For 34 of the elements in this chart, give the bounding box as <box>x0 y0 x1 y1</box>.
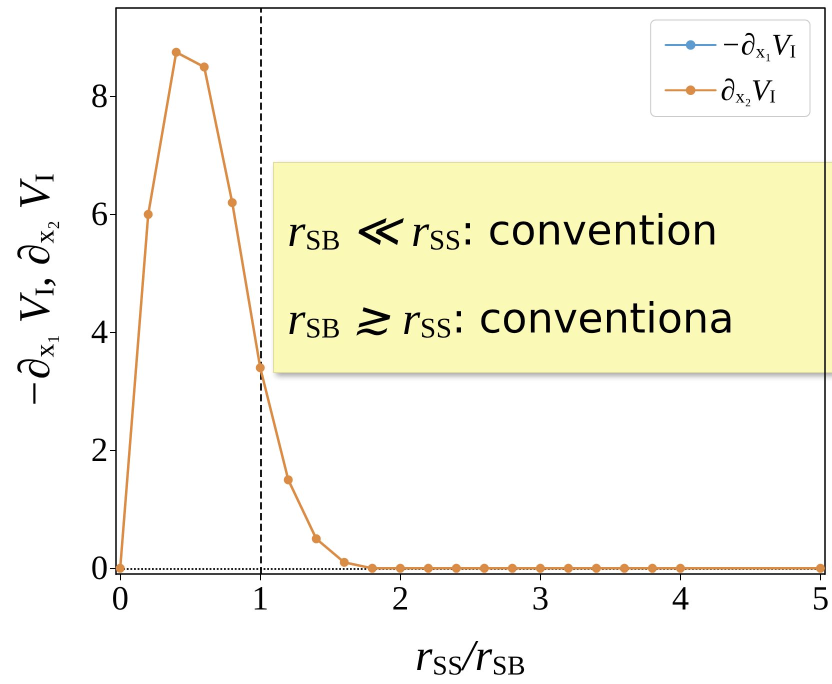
y-tick-label: 2 <box>91 432 108 469</box>
point <box>592 564 601 573</box>
point <box>480 564 489 573</box>
point <box>368 564 377 573</box>
point <box>256 363 265 372</box>
point <box>396 564 405 573</box>
point <box>508 564 517 573</box>
x-tick-label: 4 <box>672 580 689 618</box>
x-tick-label: 3 <box>532 580 549 618</box>
point <box>424 564 433 573</box>
y-tick-label: 6 <box>91 196 108 233</box>
y-axis-title: −∂x₁ VI, ∂x₂ VI <box>10 173 60 409</box>
x-tick-label: 1 <box>252 580 269 618</box>
point <box>452 564 461 573</box>
x-axis-title: rSS/rSB <box>415 631 526 680</box>
point <box>536 564 545 573</box>
point <box>228 198 237 208</box>
point <box>116 564 125 573</box>
point <box>620 564 629 573</box>
point <box>172 48 181 57</box>
point <box>564 564 573 573</box>
y-tick-label: 4 <box>91 314 108 351</box>
point <box>648 564 657 573</box>
y-tick-label: 8 <box>91 78 108 115</box>
point <box>144 210 153 219</box>
y-tick-label: 0 <box>91 550 108 587</box>
point <box>284 475 293 484</box>
x-tick-label: 2 <box>392 580 409 618</box>
x-tick-label: 5 <box>812 580 829 618</box>
point <box>312 534 321 544</box>
point <box>676 564 685 573</box>
point <box>200 62 209 72</box>
point <box>340 558 349 567</box>
point <box>816 564 825 573</box>
